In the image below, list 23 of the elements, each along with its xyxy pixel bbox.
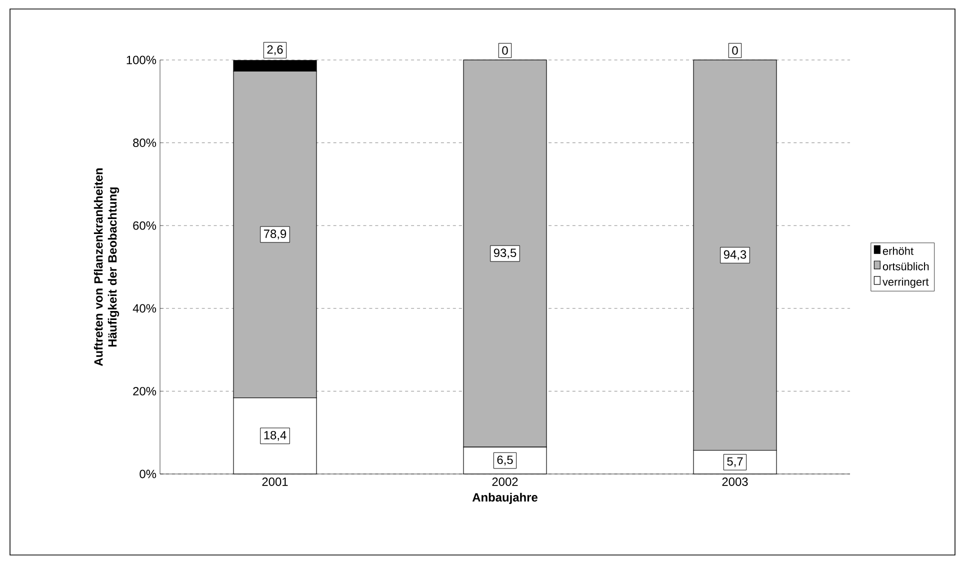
- y-tick-label: 60%: [133, 221, 156, 230]
- x-axis-title: Anbaujahre: [472, 492, 538, 504]
- legend-label: ortsüblich: [882, 262, 929, 270]
- data-label: 0: [732, 46, 738, 55]
- y-tick-label: 100%: [126, 56, 156, 64]
- x-tick-label: 2001: [262, 478, 288, 486]
- y-tick-label: 20%: [133, 386, 156, 396]
- data-label: 2,6: [267, 45, 283, 56]
- legend-label: erhöht: [882, 246, 914, 255]
- legend-label: verringert: [882, 278, 929, 288]
- data-label: 93,5: [494, 248, 516, 258]
- x-tick-label: 2003: [722, 478, 748, 486]
- y-tick-label: 80%: [133, 138, 156, 148]
- data-label: 5,7: [727, 457, 743, 468]
- x-tick-label: 2002: [492, 478, 518, 486]
- data-label: 6,5: [497, 456, 513, 466]
- data-label: 94,3: [724, 250, 746, 260]
- y-tick-label: 40%: [132, 304, 156, 313]
- y-axis-title: Auftreten von Pflanzenkrankheiten Häufigkeit der Beobachtung: [94, 168, 120, 366]
- data-label: 18,4: [264, 430, 286, 441]
- y-tick-label: 0%: [140, 470, 156, 478]
- data-label: 0: [502, 46, 508, 55]
- data-label: 78,9: [264, 230, 286, 240]
